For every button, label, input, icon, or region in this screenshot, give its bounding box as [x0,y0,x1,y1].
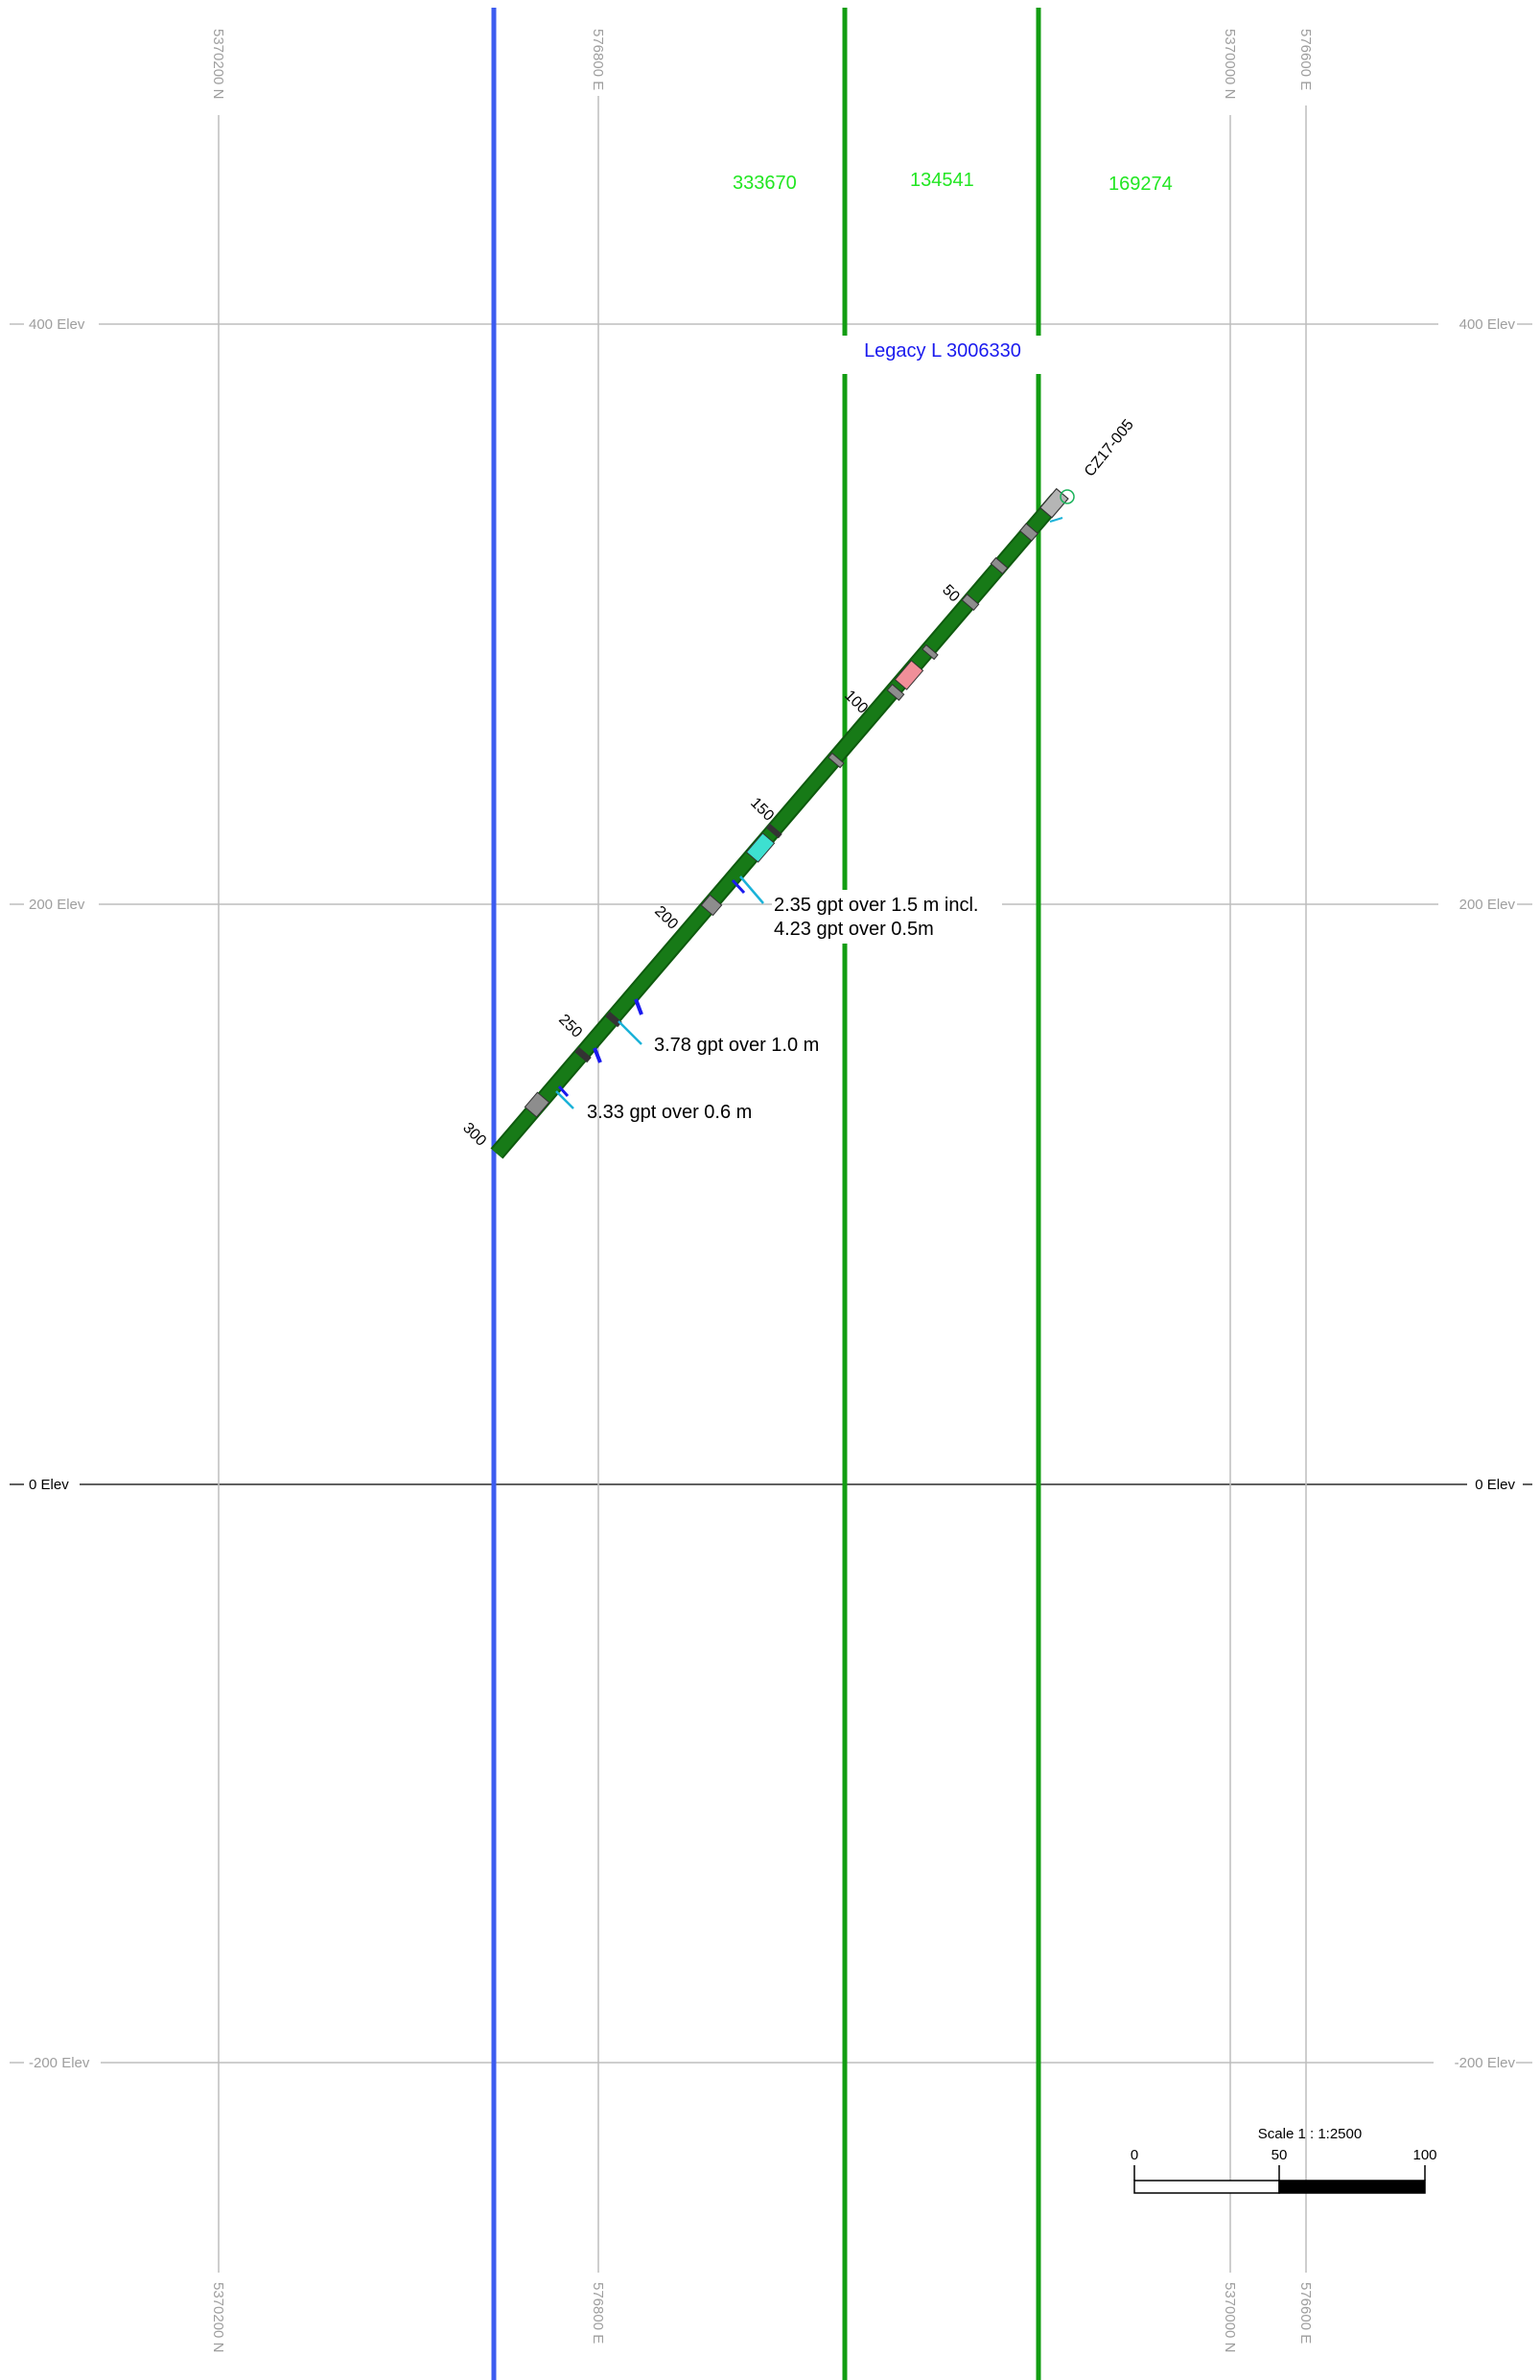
assay-label-first-line2: 4.23 gpt over 0.5m [774,919,934,940]
lithology-segment [828,752,845,769]
northing-top-label-1: 5370200 N [210,29,226,99]
northing-bottom-label-1: 5370200 N [210,2282,226,2352]
assay-label-first-line1: 2.35 gpt over 1.5 m incl. [774,895,978,916]
lithology-segment [605,1011,622,1028]
easting-bottom-label-2: 576600 E [1297,2282,1314,2344]
assay-bar-third [557,1085,570,1098]
elevation-grid: 400 Elev 400 Elev 200 Elev 200 Elev 0 El… [10,314,1532,2073]
claim-label-134541: 134541 [910,170,974,191]
drillhole-cz17-005 [490,487,1075,1159]
elev-label-0-left: 0 Elev [29,1477,69,1493]
assay-tick-first [739,875,764,904]
lithology-segment [886,684,905,701]
drillhole-core [492,494,1062,1158]
lithology-segment [961,594,980,611]
elev-label-400-left: 400 Elev [29,316,85,333]
assay-tick-second [618,1020,642,1045]
claim-label-169274: 169274 [1108,174,1173,195]
elev-label-400-right: 400 Elev [1459,316,1516,333]
scale-title: Scale 1 : 1:2500 [1258,2126,1362,2142]
northing-bottom-label-2: 5370000 N [1222,2282,1238,2352]
scale-segment-black [1278,2180,1426,2194]
assay-tick-third [555,1090,574,1109]
depth-label-200: 200 [651,903,681,933]
lithology-segment [765,823,782,839]
northing-top-label-2: 5370000 N [1222,29,1238,99]
drillhole-name-label: CZ17-005 [1082,416,1137,479]
lithology-segment [990,557,1009,574]
assay-bar-second-b [593,1047,602,1063]
depth-label-250: 250 [555,1012,585,1041]
assay-label-third: 3.33 gpt over 0.6 m [587,1102,752,1123]
lithology-segment [524,1091,550,1118]
assay-bar-first [731,878,746,895]
collar-marker-icon [1060,489,1075,504]
assay-bar-second-a [634,998,643,1015]
elev-label-200-left: 200 Elev [29,897,85,913]
elev-label-200-right: 200 Elev [1459,897,1516,913]
lithology-segment-cyan [745,832,776,863]
coordinate-grid: 5370200 N 576800 E 5370000 N 576600 E 53… [206,29,1318,2373]
easting-top-label-1: 576800 E [590,29,606,90]
elev-label-minus-200-left: -200 Elev [29,2055,90,2071]
lithology-segment [922,643,939,661]
lithology-segment [574,1046,592,1063]
legacy-label-background [836,336,1049,374]
lithology-segment [1018,523,1039,542]
assay-tick [1049,517,1063,523]
assay-label-second: 3.78 gpt over 1.0 m [654,1035,819,1056]
scale-tick-label-50: 50 [1272,2147,1288,2163]
claim-boundaries [491,8,1041,2380]
easting-top-label-2: 576600 E [1297,29,1314,90]
lithology-segment [700,894,723,917]
elev-label-0-right: 0 Elev [1475,1477,1515,1493]
claim-label-333670: 333670 [733,173,797,194]
scale-segment-white [1133,2180,1280,2194]
lithology-segment-pink [894,660,924,690]
scale-tick-label-100: 100 [1412,2147,1436,2163]
scale-tick-label-0: 0 [1131,2147,1138,2163]
legacy-claim-label: Legacy L 3006330 [864,340,1021,362]
depth-label-300: 300 [459,1120,489,1150]
easting-bottom-label-1: 576800 E [590,2282,606,2344]
scale-bar: Scale 1 : 1:2500 0 50 100 [1131,2126,1437,2194]
elev-label-minus-200-right: -200 Elev [1455,2055,1516,2071]
